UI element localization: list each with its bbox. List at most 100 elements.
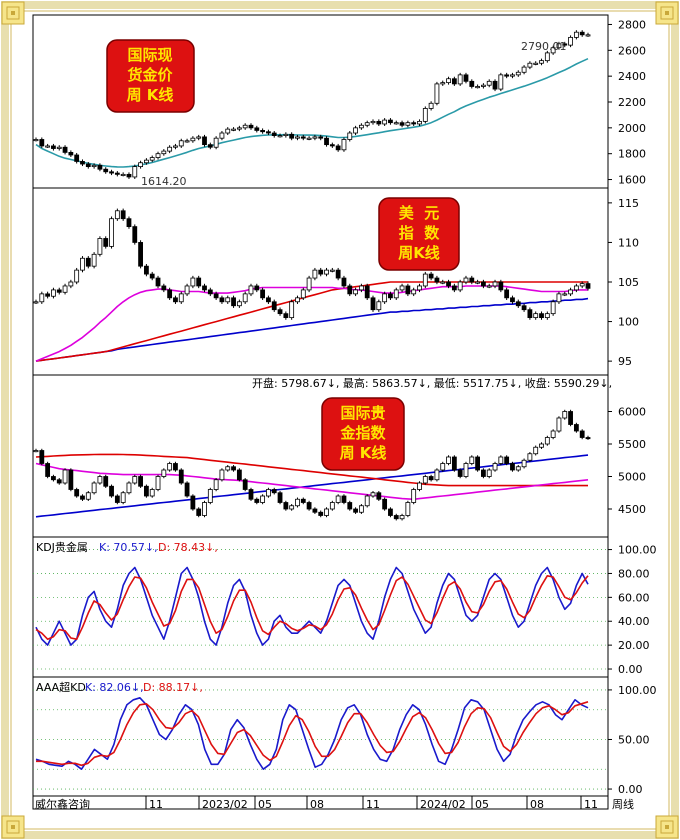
gold-candle (515, 70, 521, 77)
precious-candle (120, 491, 126, 505)
usd-candle (277, 307, 283, 316)
precious-candle (109, 484, 114, 498)
precious-y-tick-label: 5500 (618, 438, 646, 451)
usd-candle (341, 275, 347, 289)
usd-candle (492, 279, 498, 289)
precious-candle (45, 461, 51, 479)
precious-candle (492, 461, 498, 472)
precious-candle (556, 416, 562, 433)
gold-candle (80, 159, 85, 167)
precious-candle (521, 458, 527, 469)
usd-candle (440, 279, 446, 285)
gold-candle (306, 136, 312, 141)
gold-candle (504, 72, 510, 79)
gold-candle (207, 142, 213, 150)
aaa-y-tick-label: 0.00 (618, 783, 643, 796)
usd-candle (527, 307, 533, 320)
usd-candle (550, 299, 556, 316)
precious-candle (62, 468, 68, 485)
usd-candle (411, 287, 417, 297)
usd-candle (388, 291, 393, 301)
gold-candle (103, 167, 109, 174)
x-tick-label: 威尔鑫咨询 (35, 797, 90, 811)
usd-candle (254, 283, 260, 293)
gold-candle (300, 134, 306, 141)
precious-badge-line-1: 国际贵 (340, 404, 385, 422)
gold-candle (184, 138, 190, 143)
precious-candle (358, 504, 364, 514)
precious-candle (446, 455, 451, 466)
usd-candle (91, 252, 97, 269)
precious-candle (178, 468, 184, 485)
precious-candle (306, 500, 312, 511)
precious-candle (295, 497, 300, 508)
usd-candle (80, 256, 85, 273)
precious-candle (544, 435, 550, 446)
precious-candle (184, 481, 190, 498)
gold-price-panel: 2800 2600 2400 2200 2000 1800 1600 (33, 18, 646, 187)
precious-candle (91, 481, 97, 495)
x-tick-label: 周线 (612, 797, 634, 811)
usd-candle (446, 279, 451, 289)
usd-title-badge: 美 元 指 数 周K线 (378, 197, 460, 271)
corner-ornament-top-right-icon (655, 1, 679, 25)
precious-badge-line-3: 周 K线 (340, 444, 387, 462)
precious-candle (434, 468, 440, 482)
corner-ornament-top-left-icon (1, 1, 25, 25)
usd-candle (486, 283, 492, 289)
precious-candle (289, 504, 295, 511)
precious-candle (56, 478, 62, 485)
gold-candle (451, 76, 457, 86)
gold-candle (440, 80, 446, 86)
usd-candle (62, 283, 68, 295)
gold-candle (85, 162, 91, 169)
gold-candle (521, 65, 527, 75)
usd-candle (202, 283, 207, 293)
gold-candle (132, 164, 138, 179)
gold-candle (498, 72, 504, 92)
gold-badge-line-1: 国际现 (127, 46, 172, 64)
gold-candle (91, 163, 97, 169)
usd-candle (324, 267, 329, 277)
usd-index-panel: 115 110 105 100 95 (33, 197, 639, 368)
gold-candle (405, 120, 411, 128)
usd-candle (266, 295, 271, 304)
gold-y-tick-label: 2800 (618, 18, 646, 31)
usd-candle (353, 287, 358, 297)
usd-candle (300, 287, 306, 301)
precious-candle (80, 494, 85, 501)
gold-candle (579, 30, 585, 37)
aaa-label: AAA超KD (36, 680, 86, 694)
usd-candle (376, 299, 382, 312)
precious-candle (190, 494, 196, 511)
precious-candle (527, 452, 533, 462)
precious-candle (248, 487, 254, 501)
usd-candle (347, 283, 353, 297)
usd-candle (190, 275, 196, 289)
gold-candle (219, 130, 225, 141)
gold-candle (97, 163, 103, 172)
usd-candle (51, 287, 56, 299)
gold-candle (353, 125, 358, 136)
usd-candle (422, 271, 428, 289)
precious-candle (376, 491, 382, 501)
usd-candle (556, 291, 562, 304)
gold-candle (370, 119, 376, 125)
usd-candle (573, 283, 579, 293)
gold-candle (248, 123, 254, 130)
precious-candle (242, 478, 248, 492)
gold-candle (486, 79, 492, 88)
precious-moving-average-red (35, 453, 588, 487)
usd-candle (451, 283, 457, 293)
usd-candle (231, 295, 236, 308)
usd-candle (39, 291, 45, 304)
gold-candle (318, 134, 324, 141)
precious-candle (97, 474, 103, 485)
precious-candle (469, 455, 475, 466)
usd-candle (85, 256, 91, 269)
gold-candle (446, 76, 451, 85)
gold-candle (271, 130, 277, 138)
usd-candle (161, 283, 167, 293)
gold-candle (568, 35, 573, 48)
gold-y-tick-label: 2000 (618, 122, 646, 135)
